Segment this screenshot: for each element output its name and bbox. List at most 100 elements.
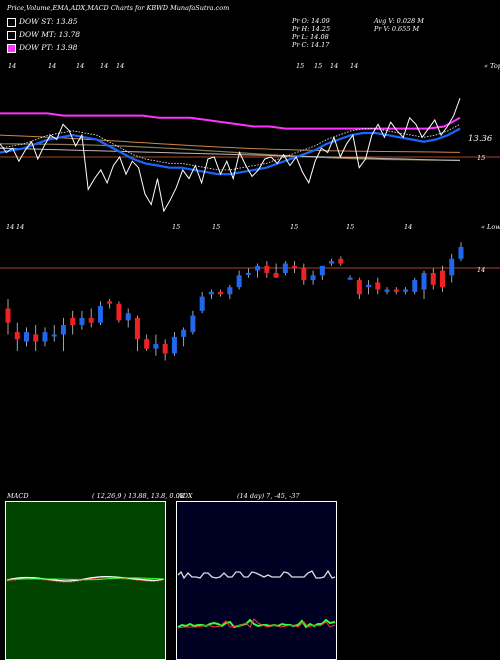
ema-grey-line xyxy=(0,147,461,161)
chart-title: Price,Volume,EMA,ADX,MACD Charts for KBW… xyxy=(7,4,230,12)
candle-body xyxy=(88,317,94,323)
candle-body xyxy=(227,287,233,295)
candle-body xyxy=(347,277,353,280)
adx-params: (14 day) 7, -45, -37 xyxy=(237,492,300,500)
macd-histogram-line xyxy=(6,577,165,581)
candle-body xyxy=(430,272,436,285)
candle-body xyxy=(70,317,76,326)
candle-body xyxy=(218,291,224,295)
candle-body xyxy=(14,332,20,340)
bottom-axis-mark: 14 xyxy=(6,223,15,231)
price-line xyxy=(0,98,461,213)
legend-swatch-st xyxy=(7,18,16,27)
candle-body xyxy=(42,332,48,342)
bottom-axis-mark: 14 xyxy=(404,223,413,231)
candle-body xyxy=(412,280,418,292)
adx-minus-di-line xyxy=(177,618,336,629)
candle-body xyxy=(273,272,279,278)
top-axis-mark: 14 xyxy=(100,62,109,70)
top-axis-mark: 15 xyxy=(314,62,323,70)
top-axis-mark: 14 xyxy=(116,62,125,70)
legend-label-st: DOW ST: 13.85 xyxy=(19,17,78,26)
candle-body xyxy=(23,332,29,342)
candle-body xyxy=(107,301,113,304)
ema-mid-line xyxy=(0,134,461,153)
bottom-axis-mark: 14 xyxy=(16,223,25,231)
adx-line xyxy=(177,569,336,580)
candle-body xyxy=(134,317,140,340)
candles-group xyxy=(5,242,464,361)
macd-label: MACD xyxy=(7,492,29,500)
candle-body xyxy=(292,265,298,269)
candle-body xyxy=(144,339,150,349)
current-volume: Pr V: 0.655 M xyxy=(374,25,420,33)
candle-body xyxy=(366,284,372,288)
legend-label-pt: DOW PT: 13.98 xyxy=(19,43,78,52)
adx-background xyxy=(176,501,337,660)
bottom-axis-mark: 15 xyxy=(212,223,221,231)
candle-body xyxy=(116,303,122,321)
lows-label: « Lows xyxy=(481,223,500,231)
candle-body xyxy=(162,343,168,354)
candle-body xyxy=(310,275,316,281)
candle-body xyxy=(338,258,344,264)
candle-body xyxy=(375,282,381,290)
candle-body xyxy=(125,313,131,321)
candle-body xyxy=(60,325,66,335)
bottom-axis-mark: 15 xyxy=(172,223,181,231)
candle-body xyxy=(245,272,251,275)
candle-body xyxy=(255,265,261,271)
top-axis-mark: 14 xyxy=(8,62,17,70)
legend-swatch-mt xyxy=(7,31,16,40)
macd-line xyxy=(6,576,165,582)
candle-body xyxy=(208,291,214,295)
adx-panel xyxy=(176,501,337,660)
top-axis-mark: 14 xyxy=(76,62,85,70)
candle-body xyxy=(301,268,307,281)
avg-volume: Avg V: 0.028 M xyxy=(374,17,424,25)
candle-body xyxy=(199,296,205,311)
bottom-axis-mark: 15 xyxy=(290,223,299,231)
macd-background xyxy=(5,501,166,660)
adx-label: ADX xyxy=(178,492,193,500)
ohlc-low: Pr L: 14.08 xyxy=(292,33,329,41)
candle-body xyxy=(393,289,399,292)
legend-swatch-pt xyxy=(7,44,16,53)
candle-body xyxy=(356,280,362,295)
top-level-label: 15 xyxy=(477,154,486,162)
bottom-level-label: 14 xyxy=(477,266,486,274)
candle-body xyxy=(440,270,446,288)
candle-body xyxy=(449,258,455,276)
candle-body xyxy=(319,265,325,276)
macd-params: ( 12,26,9 ) 13.88, 13.8, 0.08 xyxy=(92,492,184,500)
dotted-average-line xyxy=(0,123,461,171)
candle-body xyxy=(171,336,177,354)
candle-body xyxy=(33,334,39,342)
candle-body xyxy=(97,306,103,323)
pt-line xyxy=(0,112,461,130)
candle-body xyxy=(282,263,288,273)
top-axis-mark: 14 xyxy=(350,62,359,70)
top-price-label: 13.36 xyxy=(468,134,493,144)
candle-body xyxy=(51,334,57,337)
ohlc-close: Pr C: 14.17 xyxy=(292,41,330,49)
macd-panel xyxy=(5,501,166,660)
candle-body xyxy=(384,289,390,292)
ohlc-high: Pr H: 14.25 xyxy=(292,25,331,33)
top-axis-mark: 15 xyxy=(296,62,305,70)
legend-label-mt: DOW MT: 13.78 xyxy=(19,30,81,39)
ohlc-open: Pr O: 14.09 xyxy=(292,17,330,25)
bottom-axis-mark: 15 xyxy=(346,223,355,231)
candle-body xyxy=(329,261,335,264)
candle-body xyxy=(190,315,196,333)
candle-body xyxy=(458,246,464,259)
candle-body xyxy=(236,275,242,288)
candle-body xyxy=(403,289,409,292)
candle-body xyxy=(153,343,159,349)
candle-body xyxy=(264,265,270,273)
candle-body xyxy=(421,272,427,290)
top-axis-mark: 14 xyxy=(330,62,339,70)
candle-body xyxy=(181,329,187,337)
